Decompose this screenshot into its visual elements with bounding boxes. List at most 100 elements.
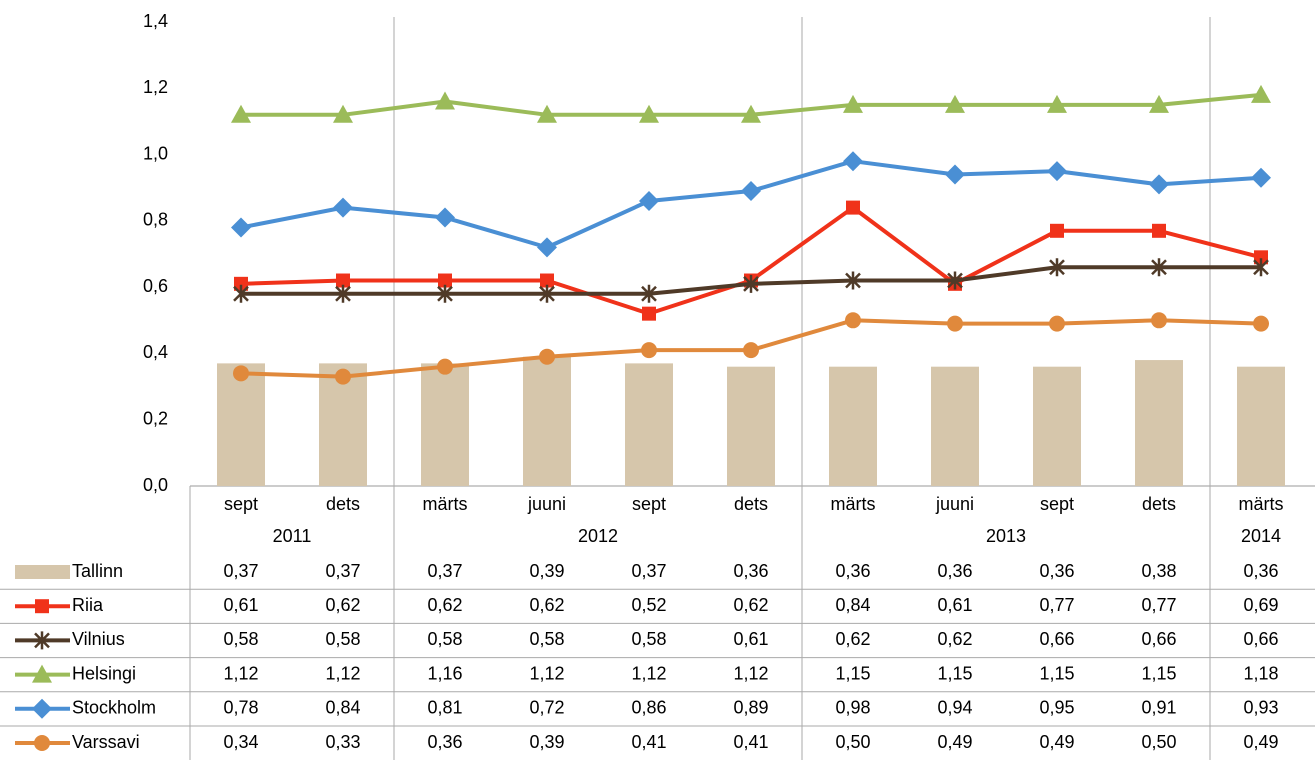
bar: [625, 363, 673, 486]
x-tick-label: märts: [831, 494, 876, 514]
marker: [335, 368, 351, 385]
marker: [35, 599, 49, 614]
marker-stroke: [641, 284, 657, 303]
marker: [233, 365, 249, 382]
marker: [1149, 174, 1169, 195]
x-tick-label: sept: [1040, 494, 1074, 514]
table-value: 0,62: [835, 629, 870, 649]
table-value: 0,52: [631, 595, 666, 615]
table-value: 0,50: [1141, 732, 1176, 752]
table-value: 0,41: [733, 732, 768, 752]
marker: [741, 181, 761, 202]
marker: [641, 342, 657, 359]
table-value: 0,58: [325, 629, 360, 649]
legend-key: [15, 565, 70, 579]
x-tick-label: märts: [423, 494, 468, 514]
legend-label: Stockholm: [72, 698, 156, 718]
marker-stroke: [1049, 258, 1065, 277]
y-tick-label: 1,4: [143, 11, 168, 31]
table-value: 0,37: [325, 561, 360, 581]
table-value: 1,12: [631, 663, 666, 683]
table-value: 0,81: [427, 698, 462, 718]
marker-stroke: [233, 284, 249, 303]
marker: [639, 190, 659, 211]
marker: [1152, 223, 1166, 238]
table-value: 0,84: [325, 698, 360, 718]
marker: [34, 735, 50, 751]
marker-stroke: [34, 631, 50, 650]
table-value: 1,12: [223, 663, 258, 683]
table-value: 0,37: [223, 561, 258, 581]
legend-label: Helsingi: [72, 663, 136, 683]
year-label: 2013: [986, 526, 1026, 546]
marker: [1251, 84, 1271, 103]
table-value: 1,15: [1039, 663, 1074, 683]
marker: [231, 104, 251, 123]
bar: [1135, 360, 1183, 486]
bar: [217, 363, 265, 486]
table-value: 0,69: [1243, 595, 1278, 615]
marker: [947, 271, 963, 290]
table-value: 0,36: [427, 732, 462, 752]
table-value: 0,62: [529, 595, 564, 615]
marker: [233, 284, 249, 303]
table-value: 0,91: [1141, 698, 1176, 718]
marker: [435, 207, 455, 228]
marker: [845, 271, 861, 290]
marker: [1049, 315, 1065, 332]
table-value: 0,94: [937, 698, 972, 718]
marker: [539, 348, 555, 365]
y-tick-label: 1,0: [143, 143, 168, 163]
table-value: 0,50: [835, 732, 870, 752]
bar: [931, 366, 979, 486]
table-value: 0,93: [1243, 698, 1278, 718]
bar: [1237, 366, 1285, 486]
table-value: 0,38: [1141, 561, 1176, 581]
bar: [523, 356, 571, 486]
marker: [947, 315, 963, 332]
table-value: 0,77: [1039, 595, 1074, 615]
table-value: 0,77: [1141, 595, 1176, 615]
table-value: 0,66: [1141, 629, 1176, 649]
year-label: 2012: [578, 526, 618, 546]
table-value: 0,98: [835, 698, 870, 718]
table-value: 0,33: [325, 732, 360, 752]
marker: [845, 312, 861, 329]
marker: [34, 631, 50, 650]
table-value: 0,62: [325, 595, 360, 615]
marker: [1253, 315, 1269, 332]
table-value: 0,66: [1039, 629, 1074, 649]
table-value: 0,49: [1039, 732, 1074, 752]
table-value: 1,15: [937, 663, 972, 683]
marker: [743, 342, 759, 359]
bar: [727, 366, 775, 486]
table-value: 1,15: [1141, 663, 1176, 683]
marker: [1047, 94, 1067, 113]
marker-stroke: [335, 284, 351, 303]
table-value: 0,41: [631, 732, 666, 752]
marker: [1050, 223, 1064, 238]
marker: [846, 200, 860, 215]
x-tick-label: juuni: [527, 494, 566, 514]
legend-label: Riia: [72, 595, 104, 615]
marker: [642, 306, 656, 321]
marker: [641, 284, 657, 303]
marker: [437, 284, 453, 303]
marker: [741, 104, 761, 123]
x-tick-label: dets: [326, 494, 360, 514]
table-value: 0,39: [529, 732, 564, 752]
table-value: 0,37: [427, 561, 462, 581]
y-tick-label: 0,0: [143, 475, 168, 495]
bar: [421, 363, 469, 486]
table-value: 0,72: [529, 698, 564, 718]
table-value: 0,49: [937, 732, 972, 752]
bar: [1033, 366, 1081, 486]
table-value: 0,62: [427, 595, 462, 615]
marker: [1254, 250, 1268, 265]
marker-stroke: [1253, 258, 1269, 277]
marker: [1151, 258, 1167, 277]
table-value: 0,61: [733, 629, 768, 649]
legend-label: Varssavi: [72, 732, 140, 752]
table-value: 0,37: [631, 561, 666, 581]
